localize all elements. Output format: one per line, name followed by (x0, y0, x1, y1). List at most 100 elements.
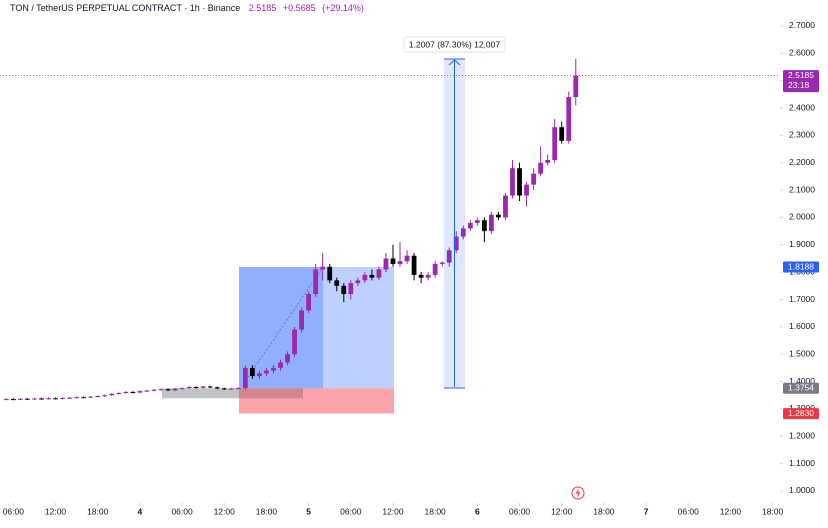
candle-body (278, 362, 283, 368)
candle-body (46, 398, 51, 400)
header: TON / TetherUS PERPETUAL CONTRACT · 1h ·… (10, 3, 364, 13)
candle-body (341, 285, 347, 295)
trade-path (245, 266, 324, 381)
y-tick-label: 1.9000 (789, 239, 815, 249)
candle-body (179, 388, 185, 390)
x-tick-label: 18:00 (425, 506, 447, 516)
candle-body (418, 274, 424, 278)
candle-body (264, 370, 269, 374)
candle-body (60, 397, 65, 399)
candle-body (53, 398, 58, 400)
candle-body (249, 367, 255, 377)
candle-body (362, 274, 368, 281)
candle-body (467, 222, 473, 229)
price-label: 1.2830 (788, 408, 814, 418)
candle-body (144, 390, 150, 392)
candle-body (411, 255, 417, 275)
measure-label-box (403, 36, 506, 53)
x-tick-label: 18:00 (256, 506, 278, 516)
x-tick-label: 12:00 (551, 506, 573, 516)
y-tick-label: 1.5000 (789, 348, 815, 358)
candle-body (510, 168, 515, 196)
candle-body (446, 250, 452, 263)
candle-body (39, 398, 44, 400)
change-percent: (+29.14%) (322, 3, 364, 13)
candle-body (25, 398, 30, 400)
candle-body (355, 280, 361, 284)
candle-body (88, 396, 94, 398)
x-tick-label: 06:00 (3, 506, 25, 516)
price-label: 1.3754 (788, 383, 814, 393)
candle-body (109, 393, 115, 396)
candle-body (334, 280, 340, 286)
x-tick-label: 7 (644, 506, 649, 516)
x-tick-label: 18:00 (87, 506, 109, 516)
candle-body (566, 97, 572, 141)
candle-body (74, 397, 80, 399)
price-label-box (783, 70, 819, 93)
candle-body (524, 184, 529, 196)
candle-body (327, 266, 333, 281)
candle-body (257, 373, 262, 377)
candle-body (151, 389, 157, 391)
candle-body (439, 262, 445, 264)
price-label-box (783, 261, 819, 273)
candle-body (313, 269, 319, 295)
y-tick-label: 2.4000 (789, 102, 815, 112)
candle-body (503, 195, 508, 218)
candle-body (186, 387, 192, 389)
axes: 1.00001.10001.20001.30001.40001.50001.60… (3, 20, 819, 516)
change: +0.5685 (283, 3, 316, 13)
y-tick-label: 2.2000 (789, 157, 815, 167)
y-tick-label: 2.0000 (789, 212, 815, 222)
candle-body (32, 398, 37, 400)
candle-body (397, 261, 403, 264)
candle-body (538, 162, 544, 174)
price-label-box (783, 408, 819, 420)
candle-body (348, 283, 354, 295)
candle-body (545, 160, 551, 163)
y-tick-label: 1.4000 (789, 376, 815, 386)
icon-bolt (575, 488, 581, 498)
y-tick-label: 1.1000 (789, 458, 815, 468)
candle-body (552, 127, 558, 161)
x-tick-label: 06:00 (171, 506, 193, 516)
x-tick-label: 12:00 (214, 506, 236, 516)
stop-zone (239, 388, 394, 414)
candle-body (376, 269, 382, 278)
candle-body (489, 214, 494, 232)
last-price: 2.5185 (249, 3, 277, 13)
x-tick-label: 06:00 (340, 506, 362, 516)
candle-body (137, 391, 143, 393)
candle-body (130, 391, 136, 393)
x-tick-label: 4 (138, 506, 143, 516)
candle-body (242, 367, 248, 389)
x-tick-label: 18:00 (762, 506, 784, 516)
candle-body (116, 393, 122, 395)
candle-body (207, 386, 213, 388)
candle-body (531, 173, 536, 185)
price-label-box (783, 382, 819, 394)
candle-body (214, 387, 220, 389)
candle-body (390, 258, 396, 264)
candle-body (221, 388, 227, 390)
price-label: 2.5185 (788, 70, 814, 80)
candle-body (228, 388, 234, 390)
candle-body (200, 386, 206, 388)
x-tick-label: 06:00 (509, 506, 531, 516)
candle-body (123, 391, 129, 394)
candle-body (193, 387, 199, 389)
lightning-icon (571, 486, 585, 500)
candle-body (10, 399, 16, 401)
candle-body (460, 228, 466, 237)
candle-body (432, 263, 438, 275)
x-tick-label: 12:00 (720, 506, 742, 516)
price-label: 1.8188 (788, 261, 814, 271)
candle-body (369, 274, 375, 278)
candle-body (559, 127, 565, 141)
entry-zone (162, 388, 303, 399)
candle-body (306, 294, 312, 311)
candle-body (474, 220, 480, 223)
candle-body (172, 388, 178, 391)
